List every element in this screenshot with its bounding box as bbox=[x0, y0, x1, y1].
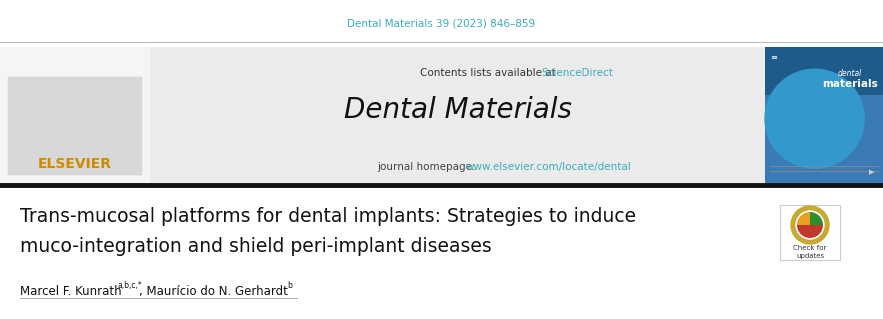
Text: ELSEVIER: ELSEVIER bbox=[38, 157, 112, 171]
Text: Trans-mucosal platforms for dental implants: Strategies to induce: Trans-mucosal platforms for dental impla… bbox=[20, 207, 636, 226]
Text: , Maurício do N. Gerhardt: , Maurício do N. Gerhardt bbox=[139, 285, 288, 298]
Wedge shape bbox=[797, 212, 810, 225]
Wedge shape bbox=[797, 225, 823, 238]
Text: Contents lists available at: Contents lists available at bbox=[419, 68, 559, 78]
Bar bbox=[0, 47, 150, 185]
Text: ≡: ≡ bbox=[770, 53, 777, 62]
Text: Dental Materials: Dental Materials bbox=[343, 96, 571, 124]
Text: Dental Materials 39 (2023) 846–859: Dental Materials 39 (2023) 846–859 bbox=[347, 18, 536, 28]
Bar bbox=[8, 77, 142, 175]
Text: Check for: Check for bbox=[793, 245, 826, 251]
Bar bbox=[150, 47, 765, 185]
Text: updates: updates bbox=[796, 253, 824, 259]
Text: Marcel F. Kunrath: Marcel F. Kunrath bbox=[20, 285, 122, 298]
Text: journal homepage:: journal homepage: bbox=[378, 162, 479, 172]
Text: b: b bbox=[287, 281, 292, 290]
Text: www.elsevier.com/locate/dental: www.elsevier.com/locate/dental bbox=[465, 162, 631, 172]
Bar bbox=[765, 47, 883, 185]
Text: dental: dental bbox=[838, 69, 862, 78]
Circle shape bbox=[796, 211, 824, 239]
Circle shape bbox=[765, 69, 864, 168]
Text: ScienceDirect: ScienceDirect bbox=[541, 68, 614, 78]
Bar bbox=[765, 95, 883, 185]
Wedge shape bbox=[810, 212, 823, 225]
Bar bbox=[780, 205, 840, 260]
Text: materials: materials bbox=[822, 79, 878, 89]
Circle shape bbox=[791, 206, 829, 244]
Text: a,b,c,*: a,b,c,* bbox=[117, 281, 142, 290]
Text: muco-integration and shield peri-implant diseases: muco-integration and shield peri-implant… bbox=[20, 237, 492, 256]
Text: ▶: ▶ bbox=[869, 169, 874, 175]
